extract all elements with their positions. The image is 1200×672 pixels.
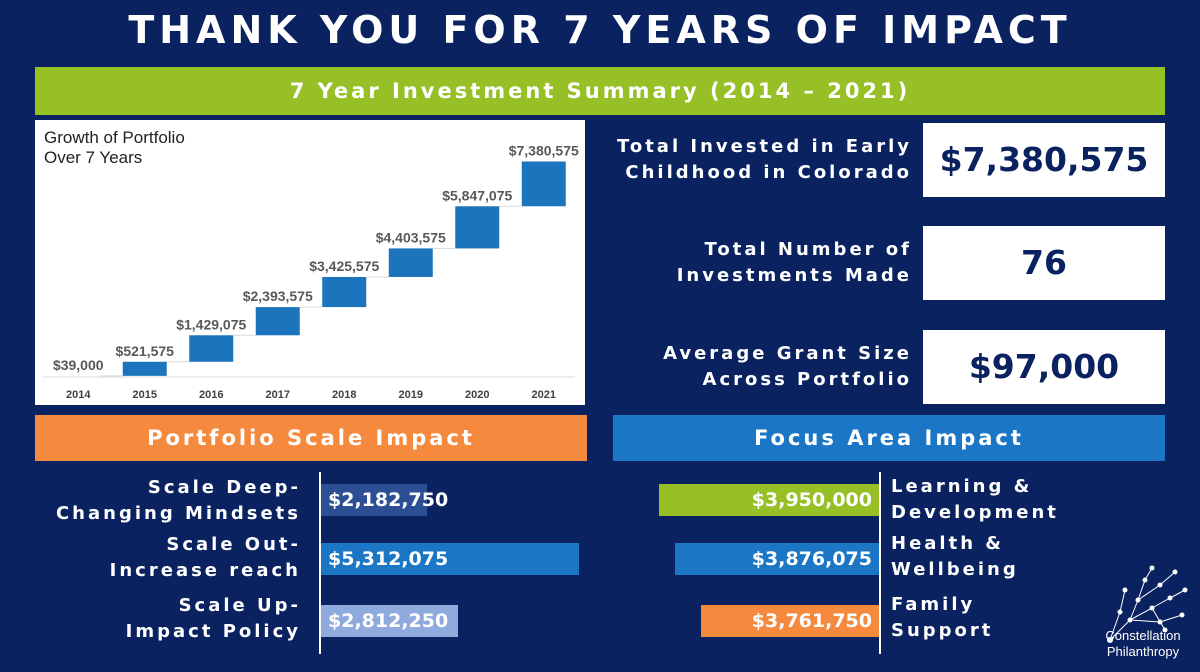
num-investments-value: 76 xyxy=(923,226,1165,300)
chart-tick-label-2018: 2018 xyxy=(332,389,356,401)
chart-bar-2017 xyxy=(255,307,300,336)
learning-development-label-line1: Learning & xyxy=(891,476,1033,497)
chart-title-line2: Over 7 Years xyxy=(44,148,143,167)
learning-development-label: Learning & Development xyxy=(891,474,1091,526)
scale-up-label-line2: Impact Policy xyxy=(125,621,301,642)
chart-tick-label-2017: 2017 xyxy=(266,389,290,401)
chart-bar-2016 xyxy=(189,335,234,362)
chart-bar-2021 xyxy=(521,161,566,207)
chart-bar-2020 xyxy=(455,206,500,249)
health-wellbeing-bar: $3,876,075 xyxy=(675,543,879,575)
chart-title: Growth of Portfolio Over 7 Years xyxy=(44,128,264,168)
chart-tick-label-2019: 2019 xyxy=(399,389,423,401)
total-invested-value: $7,380,575 xyxy=(923,123,1165,197)
family-support-label: Family Support xyxy=(891,592,1091,644)
chart-tick-label-2015: 2015 xyxy=(133,389,157,401)
constellation-icon xyxy=(1107,565,1188,643)
scale-up-bar: $2,812,250 xyxy=(321,605,458,637)
logo-line2: Philanthropy xyxy=(1106,644,1180,659)
chart-bar-2019 xyxy=(388,248,433,277)
chart-tick-label-2014: 2014 xyxy=(66,389,91,401)
family-support-bar: $3,761,750 xyxy=(701,605,879,637)
avg-grant-value: $97,000 xyxy=(923,330,1165,404)
chart-value-label-2018: $3,425,575 xyxy=(309,258,379,274)
chart-value-label-2015: $521,575 xyxy=(116,343,175,359)
scale-impact-banner: Portfolio Scale Impact xyxy=(35,415,587,461)
scale-deep-label-line2: Changing Mindsets xyxy=(55,503,301,524)
page-title: THANK YOU FOR 7 YEARS OF IMPACT xyxy=(128,8,1072,52)
chart-title-line1: Growth of Portfolio xyxy=(44,128,185,147)
learning-development-bar: $3,950,000 xyxy=(659,484,879,516)
scale-out-label-line1: Scale Out- xyxy=(166,534,301,555)
focus-impact-banner: Focus Area Impact xyxy=(613,415,1165,461)
focus-chart-axis xyxy=(879,472,881,654)
family-support-label-line2: Support xyxy=(891,620,994,641)
chart-tick-label-2021: 2021 xyxy=(532,389,556,401)
scale-out-bar: $5,312,075 xyxy=(321,543,579,575)
chart-value-label-2016: $1,429,075 xyxy=(176,316,246,332)
logo-text: Constellation Philanthropy xyxy=(1090,628,1196,660)
scale-up-label-line1: Scale Up- xyxy=(178,595,301,616)
scale-out-label-line2: Increase reach xyxy=(109,560,301,581)
chart-tick-label-2020: 2020 xyxy=(465,389,489,401)
total-invested-label: Total Invested in Early Childhood in Col… xyxy=(616,136,912,183)
scale-deep-label: Scale Deep- Changing Mindsets xyxy=(35,475,301,527)
chart-value-label-2021: $7,380,575 xyxy=(509,142,579,158)
scale-deep-bar: $2,182,750 xyxy=(321,484,448,516)
scale-chart-axis xyxy=(319,472,321,654)
summary-banner: 7 Year Investment Summary (2014 – 2021) xyxy=(35,67,1165,115)
portfolio-growth-chart: Growth of Portfolio Over 7 Years $39,000… xyxy=(35,120,585,405)
chart-bar-2015 xyxy=(122,361,167,376)
chart-value-label-2019: $4,403,575 xyxy=(376,229,446,245)
learning-development-label-line2: Development xyxy=(891,502,1059,523)
scale-deep-label-line1: Scale Deep- xyxy=(147,477,301,498)
avg-grant-label: Average Grant Size Across Portfolio xyxy=(663,343,912,390)
scale-up-label: Scale Up- Impact Policy xyxy=(35,593,301,645)
family-support-label-line1: Family xyxy=(891,594,976,615)
chart-value-label-2017: $2,393,575 xyxy=(243,288,313,304)
health-wellbeing-label-line2: Wellbeing xyxy=(891,559,1019,580)
scale-out-label: Scale Out- Increase reach xyxy=(35,532,301,584)
health-wellbeing-label: Health & Wellbeing xyxy=(891,531,1091,583)
chart-value-label-2014: $39,000 xyxy=(53,357,104,373)
num-investments-label: Total Number of Investments Made xyxy=(676,239,912,286)
chart-tick-label-2016: 2016 xyxy=(199,389,223,401)
chart-plot: $39,000 2014 $521,575 2015 $1,429,075 2016 $2,… xyxy=(43,142,579,401)
logo-line1: Constellation xyxy=(1105,628,1181,643)
health-wellbeing-label-line1: Health & xyxy=(891,533,1004,554)
chart-value-label-2020: $5,847,075 xyxy=(442,187,512,203)
chart-bar-2018 xyxy=(322,276,367,308)
